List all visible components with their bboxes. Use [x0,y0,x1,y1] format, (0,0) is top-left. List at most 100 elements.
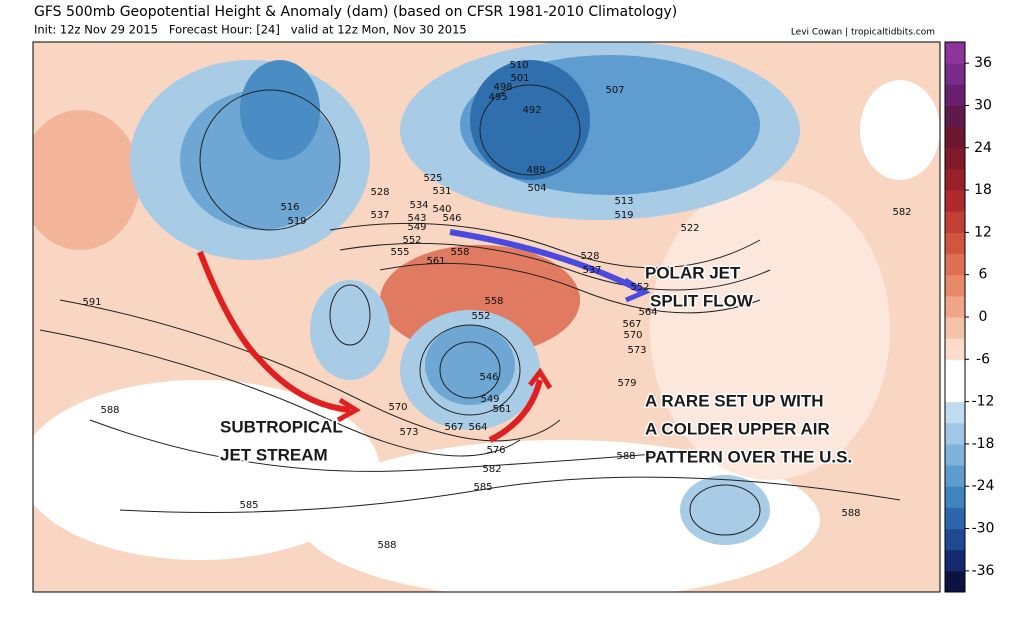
colorbar-swatch [945,549,965,572]
contour-label: 546 [442,213,461,224]
colorbar-swatch [945,274,965,297]
map [32,41,941,593]
contour-label: 585 [473,482,492,493]
contour-label: 552 [402,235,421,246]
contour-label: 555 [390,247,409,258]
contour-label: 570 [388,402,407,413]
colorbar-swatch [945,528,965,551]
colorbar-tick-label: -6 [976,351,990,367]
contour-label: 561 [426,256,445,267]
colorbar-swatch [945,380,965,403]
contour-label: 501 [510,73,529,84]
contour-label: 519 [614,210,633,221]
annotation: A RARE SET UP WITH [645,391,824,410]
colorbar-tick-label: -12 [972,394,995,410]
contour-label: 591 [82,297,101,308]
credit: Levi Cowan | tropicaltidbits.com [791,28,935,38]
contour-label: 537 [582,265,601,276]
colorbar-swatch [945,147,965,170]
colorbar-tick-label: -30 [972,521,995,537]
contour-label: 510 [509,60,528,71]
contour-label: 588 [616,451,635,462]
contour-label: 492 [522,105,541,116]
colorbar-swatch [945,295,965,318]
contour-label: 561 [492,404,511,415]
contour-label: 519 [287,216,306,227]
colorbar-tick-label: -24 [972,478,995,494]
contour-label: 516 [280,202,299,213]
contour-label: 588 [841,508,860,519]
contour-label: 522 [680,223,699,234]
contour-label: 552 [471,311,490,322]
contour-label: 573 [399,427,418,438]
contour-label: 564 [638,307,657,318]
contour-label: 558 [484,296,503,307]
colorbar-swatch [945,190,965,212]
colorbar-tick-label: -36 [972,563,995,579]
annotation: JET STREAM [220,445,328,464]
contour-label: 585 [239,500,258,511]
colorbar-tick-label: 12 [974,224,992,240]
contour-label: 498 [493,82,512,93]
annotations: POLAR JET SPLIT FLOW SUBTROPICAL JET STR… [219,262,854,468]
annotation: SUBTROPICAL [220,417,343,436]
colorbar-swatch [945,42,965,64]
colorbar-tick-label: 36 [974,55,992,71]
colorbar-tick-label: -18 [972,436,995,452]
contour-label: 579 [617,378,636,389]
colorbar-swatch [945,422,965,445]
contour-label: 573 [627,345,646,356]
contour-label: 528 [580,251,599,262]
colorbar-swatch [945,84,965,106]
annotation: A COLDER UPPER AIR [645,419,830,438]
contour-label: 546 [479,372,498,383]
colorbar-swatch [945,211,965,233]
colorbar-tick-label: 24 [974,140,992,156]
contour-label: 534 [409,200,428,211]
colorbar-tick-label: 0 [979,309,988,325]
contour-label: 558 [450,247,469,258]
contour-label: 588 [100,405,119,416]
contour-label: 564 [468,422,487,433]
colorbar-swatch [945,168,965,191]
annotation: POLAR JET [645,263,741,282]
contour-label: 588 [377,540,396,551]
colorbar-swatch [945,253,965,276]
contour-label: 552 [630,282,649,293]
colorbar-swatch [945,570,965,593]
contour-label: 513 [614,196,633,207]
contour-label: 543 [407,213,426,224]
contour-label: 495 [488,92,507,103]
contour-label: 528 [370,187,389,198]
annotation: PATTERN OVER THE U.S. [645,447,852,466]
contour-label: 567 [444,422,463,433]
contour-label: 537 [370,210,389,221]
contour-label: 489 [526,165,545,176]
contour-label: 507 [605,85,624,96]
colorbar-swatch [945,126,965,149]
colorbar-swatch [945,63,965,85]
contour-label: 540 [432,204,451,215]
map-frame [32,41,941,593]
colorbar-tick-label: 18 [974,182,992,198]
colorbar-tick-label: 30 [974,97,992,113]
colorbar-tick-label: 6 [979,267,988,283]
contour-label: 525 [423,173,442,184]
colorbar-swatch [945,105,965,128]
colorbar-swatch [945,232,965,255]
contour-labels: 516 519 528 537 525 531 534 540 543 546 … [82,60,911,551]
contour-label: 570 [623,330,642,341]
contour-label: 504 [527,183,546,194]
colorbar-swatch [945,465,965,487]
colorbar-swatch [945,507,965,530]
annotation: SPLIT FLOW [650,291,754,310]
title: GFS 500mb Geopotential Height & Anomaly … [34,4,677,20]
colorbar-swatch [945,401,965,424]
contour-label: 576 [486,445,505,456]
contour-label: 582 [892,207,911,218]
colorbar-swatch [945,359,965,381]
contour-label: 567 [622,319,641,330]
colorbar-swatch [945,486,965,508]
contour-label: 549 [480,394,499,405]
